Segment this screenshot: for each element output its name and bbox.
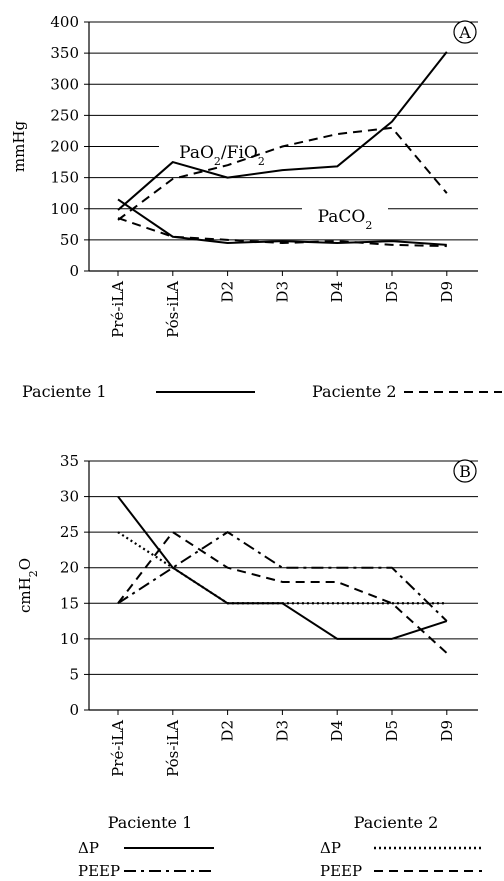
legend-group-title: Paciente 2 — [354, 813, 439, 832]
y-axis-label: mmHg — [10, 121, 28, 173]
panel-label: A — [458, 23, 471, 42]
y-tick-label: 50 — [60, 231, 79, 249]
y-tick-label: 100 — [50, 200, 79, 218]
legend-label: Paciente 2 — [312, 382, 397, 401]
legend: Paciente 1 ΔP PEEP Paciente 2 ΔP PEEP — [78, 813, 482, 880]
y-tick-label: 25 — [60, 523, 79, 541]
x-tick-label: D2 — [219, 720, 237, 742]
legend-label: ΔP — [320, 839, 341, 857]
panel-label-circle — [453, 20, 477, 44]
series-line-2 — [117, 198, 447, 246]
x-tick-label: D9 — [438, 281, 456, 303]
y-tick-label: 20 — [60, 559, 79, 577]
y-tick-label: 5 — [69, 665, 79, 683]
legend-label: Paciente 1 — [22, 382, 107, 401]
y-tick-label: 300 — [50, 75, 79, 93]
legend-label: PEEP — [78, 862, 120, 880]
annotation-label: PaCO2 — [318, 207, 373, 232]
y-tick-label: 30 — [60, 488, 79, 506]
panel-label: B — [459, 462, 471, 481]
y-tick-label: 0 — [69, 262, 79, 280]
chart-panel-A: 0 50 100 150 200 250 300 350 400 Pré-iLA Pós-iLA D2… — [10, 13, 502, 401]
y-tick-label: 15 — [60, 594, 79, 612]
x-tick-label: Pré-iLA — [109, 281, 127, 338]
x-tick-label: D4 — [328, 720, 346, 742]
legend: Paciente 1 Paciente 2 — [22, 382, 502, 401]
y-axis-label: cmH2O — [16, 558, 40, 613]
y-tick-label: 35 — [60, 452, 79, 470]
x-tick-label: D2 — [219, 281, 237, 303]
legend-group-title: Paciente 1 — [108, 813, 193, 832]
chart-panel-B: 0 5 10 15 20 25 30 35 Pré-iLA Pós-iLA D2 D3 D4 D5 D9 cm… — [16, 452, 482, 880]
x-tick-label: D9 — [438, 720, 456, 742]
legend-label: PEEP — [320, 862, 362, 880]
series-line-0 — [117, 51, 448, 211]
y-tick-label: 150 — [50, 169, 79, 187]
y-tick-label: 250 — [50, 106, 79, 124]
x-tick-label: Pós-iLA — [164, 281, 182, 338]
series-line-1 — [117, 126, 448, 221]
y-tick-label: 10 — [60, 630, 79, 648]
x-tick-label: Pré-iLA — [109, 720, 127, 777]
x-tick-label: D5 — [383, 720, 401, 742]
y-tick-label: 0 — [69, 701, 79, 719]
panel-label-circle — [453, 459, 477, 483]
legend-label: ΔP — [78, 839, 99, 857]
series-line-3 — [117, 531, 448, 654]
annotation-bg — [159, 130, 285, 166]
annotation-label: PaO2/FiO2 — [179, 143, 265, 168]
y-tick-label: 350 — [50, 44, 79, 62]
x-tick-label: D3 — [273, 720, 291, 742]
x-tick-label: D4 — [328, 281, 346, 303]
y-tick-label: 200 — [50, 138, 79, 156]
x-tick-label: D3 — [273, 281, 291, 303]
x-tick-label: D5 — [383, 281, 401, 303]
series-line-1 — [117, 531, 448, 622]
annotation-bg — [302, 204, 388, 230]
x-tick-label: Pós-iLA — [164, 720, 182, 777]
series-line-2 — [117, 531, 447, 605]
series-line-3 — [117, 217, 447, 248]
y-tick-label: 400 — [50, 13, 79, 31]
